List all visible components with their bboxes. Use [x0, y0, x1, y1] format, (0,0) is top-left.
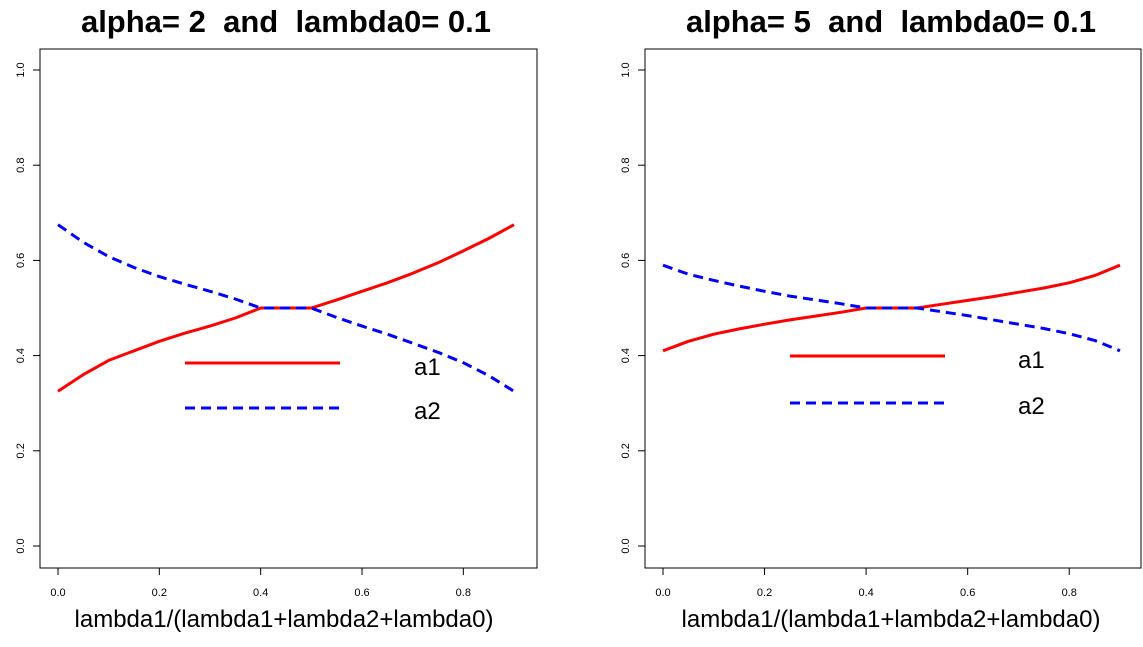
- legend: a1 a2: [790, 347, 1045, 420]
- legend-label-a2: a2: [414, 398, 441, 425]
- x-tick-label: 0.0: [655, 587, 670, 599]
- x-tick-label: 0.4: [858, 587, 873, 599]
- y-tick-label: 0.6: [620, 253, 632, 268]
- y-tick-label: 0.8: [620, 158, 632, 173]
- x-tick-label: 0.6: [960, 587, 975, 599]
- chart-title: alpha= 5 and lambda0= 0.1: [686, 4, 1096, 39]
- x-axis-label: lambda1/(lambda1+lambda2+lambda0): [682, 606, 1101, 633]
- chart-title: alpha= 2 and lambda0= 0.1: [81, 4, 491, 39]
- y-tick-label: 0.0: [15, 538, 27, 553]
- legend-label-a2: a2: [1018, 393, 1045, 420]
- y-tick-label: 0.2: [620, 443, 632, 458]
- legend-label-a1: a1: [1018, 347, 1045, 374]
- x-tick-label: 0.8: [1062, 587, 1077, 599]
- y-tick-label: 1.0: [620, 62, 632, 77]
- series-line-a2: [662, 263, 1121, 353]
- x-axis-label: lambda1/(lambda1+lambda2+lambda0): [75, 606, 494, 633]
- series-group: [57, 223, 515, 393]
- x-tick-label: 0.2: [152, 587, 167, 599]
- plot-frame: [644, 48, 1142, 569]
- series-group: [662, 263, 1121, 353]
- x-tick-label: 0.8: [456, 587, 471, 599]
- y-tick-label: 0.4: [15, 348, 27, 363]
- y-tick-label: 0.8: [15, 158, 27, 173]
- legend-label-a1: a1: [414, 354, 441, 381]
- legend: a1 a2: [185, 354, 441, 425]
- y-tick-label: 0.6: [15, 253, 27, 268]
- series-line-a2: [57, 223, 515, 393]
- x-axis: 0.0 0.2 0.4 0.6 0.8: [50, 568, 471, 599]
- x-tick-label: 0.0: [50, 587, 65, 599]
- x-axis: 0.0 0.2 0.4 0.6 0.8: [655, 568, 1077, 599]
- x-tick-label: 0.2: [757, 587, 772, 599]
- y-axis: 0.0 0.2 0.4 0.6 0.8 1.0: [620, 62, 645, 554]
- y-tick-label: 0.0: [620, 538, 632, 553]
- x-tick-label: 0.4: [253, 587, 268, 599]
- panel-1: alpha= 2 and lambda0= 0.1 0.00.20.40.60.…: [15, 4, 538, 633]
- y-tick-label: 0.4: [620, 348, 632, 363]
- y-axis: 0.0 0.2 0.4 0.6 0.8 1.0: [15, 62, 40, 554]
- y-tick-label: 1.0: [15, 62, 27, 77]
- y-tick-label: 0.2: [15, 443, 27, 458]
- x-tick-label: 0.6: [354, 587, 369, 599]
- plot-frame: [39, 48, 538, 569]
- panel-2: alpha= 5 and lambda0= 0.1 0.00.20.40.60.…: [620, 4, 1142, 633]
